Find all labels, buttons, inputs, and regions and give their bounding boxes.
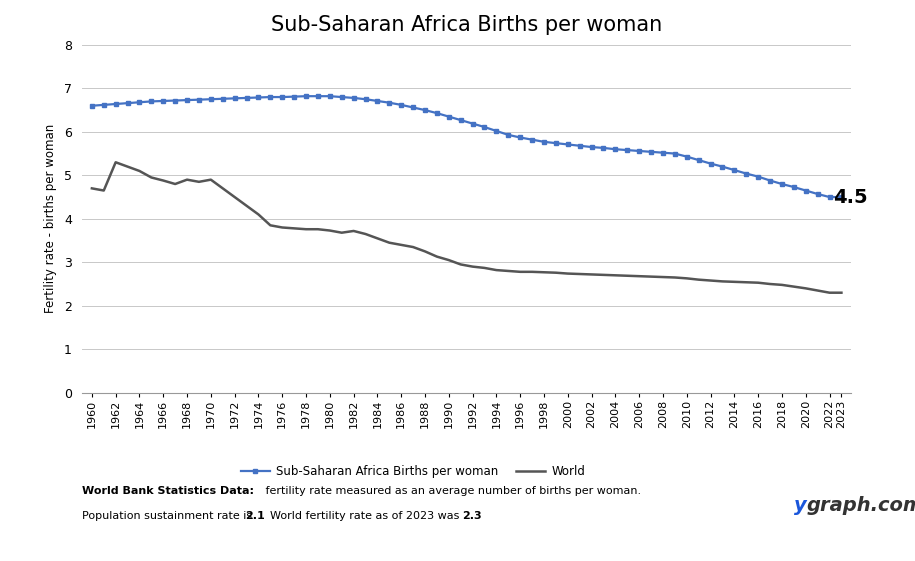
Text: graph.com: graph.com — [807, 496, 915, 515]
Text: fertility rate measured as an average number of births per woman.: fertility rate measured as an average nu… — [262, 486, 640, 496]
World — [836, 289, 847, 296]
Text: Population sustainment rate is: Population sustainment rate is — [82, 511, 256, 521]
Text: 2.1: 2.1 — [245, 511, 265, 521]
Legend: Sub-Saharan Africa Births per woman, World: Sub-Saharan Africa Births per woman, Wor… — [236, 461, 590, 483]
Sub-Saharan Africa Births per woman — [181, 96, 192, 103]
World — [86, 185, 97, 192]
Sub-Saharan Africa Births per woman — [86, 103, 97, 109]
Text: 2.3: 2.3 — [462, 511, 481, 521]
Sub-Saharan Africa Births per woman — [587, 144, 597, 150]
Title: Sub-Saharan Africa Births per woman: Sub-Saharan Africa Births per woman — [271, 15, 662, 35]
World — [824, 289, 835, 296]
Sub-Saharan Africa Births per woman — [468, 120, 479, 127]
World — [407, 243, 418, 250]
Line: Sub-Saharan Africa Births per woman: Sub-Saharan Africa Births per woman — [91, 94, 843, 199]
Text: World fertility rate as of 2023 was: World fertility rate as of 2023 was — [263, 511, 462, 521]
Sub-Saharan Africa Births per woman — [575, 142, 586, 149]
Sub-Saharan Africa Births per woman — [300, 93, 311, 99]
Sub-Saharan Africa Births per woman — [407, 104, 418, 111]
Text: World Bank Statistics Data:: World Bank Statistics Data: — [82, 486, 254, 496]
Line: World: World — [92, 162, 842, 293]
World — [515, 269, 526, 275]
Sub-Saharan Africa Births per woman — [836, 194, 847, 200]
World — [468, 263, 479, 270]
Text: 4.5: 4.5 — [833, 187, 867, 206]
Sub-Saharan Africa Births per woman — [515, 134, 526, 141]
Y-axis label: Fertility rate - births per woman: Fertility rate - births per woman — [44, 124, 57, 314]
Sub-Saharan Africa Births per woman — [824, 194, 835, 200]
World — [193, 178, 204, 185]
World — [587, 271, 597, 278]
World — [575, 270, 586, 277]
Text: y: y — [794, 496, 807, 515]
World — [110, 159, 121, 165]
